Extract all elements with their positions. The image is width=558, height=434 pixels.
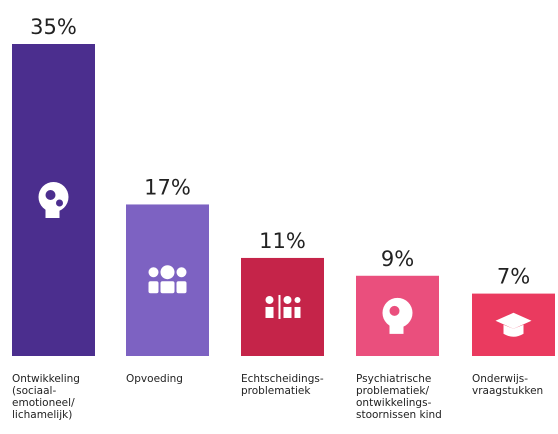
value-label: 7% [497, 265, 530, 289]
icon-person-body [160, 281, 175, 294]
icon-cap-base [503, 324, 524, 337]
bar-icon [382, 297, 413, 334]
category-label: Opvoeding [126, 373, 183, 385]
icon-cap [495, 312, 532, 329]
icon-gear [45, 190, 56, 200]
value-label: 35% [30, 15, 77, 39]
icon-person-body [265, 306, 274, 318]
icon-person-head [176, 267, 187, 278]
category-label: Onderwijs- vraagstukken [472, 373, 544, 397]
bar [126, 204, 209, 356]
icon-gear [56, 199, 63, 207]
icon-person-body [283, 306, 292, 318]
category-label: Echtscheidings- problematiek [241, 373, 324, 397]
icon-person-head [283, 295, 292, 304]
bar [241, 257, 324, 356]
icon-person-head [294, 296, 301, 303]
icon-person-body [176, 281, 187, 294]
category-label: Ontwikkeling (sociaal- emotioneel/ licha… [12, 373, 80, 421]
icon-neck [389, 321, 404, 334]
bar-icon [38, 182, 69, 218]
icon-gear [389, 305, 400, 316]
icon-person-body [148, 281, 159, 294]
icon-person-body [294, 306, 301, 318]
bar-icon [265, 294, 301, 319]
bar-icon [148, 265, 187, 294]
icon-person-head [148, 267, 159, 278]
icon-person-head [265, 295, 274, 304]
category-label: Psychiatrische problematiek/ ontwikkelin… [356, 373, 442, 421]
value-label: 9% [381, 247, 414, 271]
value-label: 17% [144, 175, 191, 199]
bar-icon [495, 312, 532, 337]
icon-divider [278, 294, 281, 319]
icon-neck [45, 206, 60, 218]
value-label: 11% [259, 229, 306, 253]
icon-person-head [160, 265, 175, 280]
